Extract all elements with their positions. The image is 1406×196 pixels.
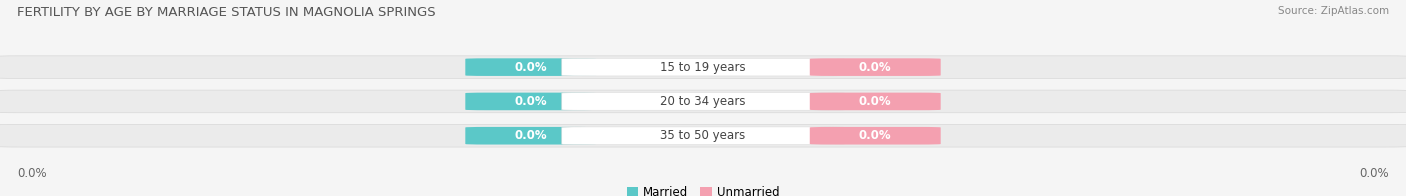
Text: 0.0%: 0.0%	[1360, 167, 1389, 180]
FancyBboxPatch shape	[562, 127, 844, 144]
Text: 0.0%: 0.0%	[515, 61, 547, 74]
Text: 0.0%: 0.0%	[859, 129, 891, 142]
Text: 0.0%: 0.0%	[515, 129, 547, 142]
FancyBboxPatch shape	[562, 58, 844, 76]
FancyBboxPatch shape	[0, 56, 1406, 78]
Text: FERTILITY BY AGE BY MARRIAGE STATUS IN MAGNOLIA SPRINGS: FERTILITY BY AGE BY MARRIAGE STATUS IN M…	[17, 6, 436, 19]
FancyBboxPatch shape	[465, 127, 596, 144]
Text: 0.0%: 0.0%	[859, 95, 891, 108]
Legend: Married, Unmarried: Married, Unmarried	[621, 182, 785, 196]
Text: 35 to 50 years: 35 to 50 years	[661, 129, 745, 142]
Text: 0.0%: 0.0%	[17, 167, 46, 180]
Text: 0.0%: 0.0%	[515, 95, 547, 108]
FancyBboxPatch shape	[0, 90, 1406, 113]
FancyBboxPatch shape	[465, 93, 596, 110]
FancyBboxPatch shape	[810, 58, 941, 76]
Text: 20 to 34 years: 20 to 34 years	[661, 95, 745, 108]
Text: Source: ZipAtlas.com: Source: ZipAtlas.com	[1278, 6, 1389, 16]
FancyBboxPatch shape	[0, 124, 1406, 147]
FancyBboxPatch shape	[810, 127, 941, 144]
FancyBboxPatch shape	[810, 93, 941, 110]
Text: 15 to 19 years: 15 to 19 years	[661, 61, 745, 74]
FancyBboxPatch shape	[465, 58, 596, 76]
FancyBboxPatch shape	[562, 93, 844, 110]
Text: 0.0%: 0.0%	[859, 61, 891, 74]
